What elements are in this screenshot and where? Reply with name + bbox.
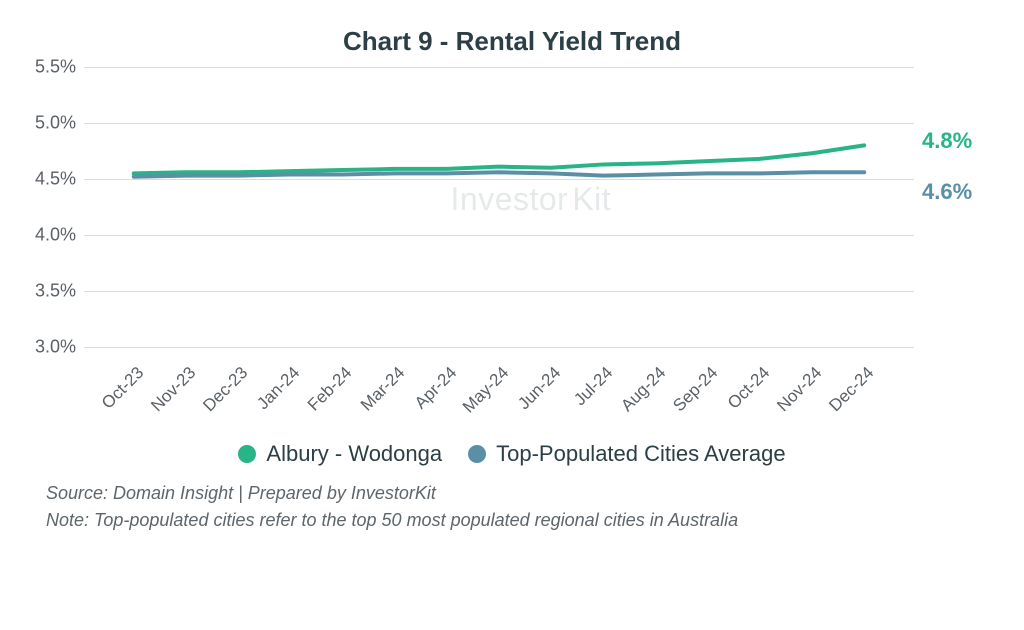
x-tick-label: Jul-24 (571, 363, 618, 410)
x-tick-label: Jan-24 (254, 363, 305, 414)
x-tick-label: May-24 (459, 363, 513, 417)
plot-area: 3.0%3.5%4.0%4.5%5.0%5.5%4.8%4.6%Investor… (84, 67, 914, 347)
x-tick-label: Apr-24 (411, 363, 461, 413)
y-tick-label: 3.5% (12, 281, 76, 302)
x-tick-label: Sep-24 (669, 363, 722, 416)
legend-dot (468, 445, 486, 463)
chart-title: Chart 9 - Rental Yield Trend (34, 26, 990, 57)
x-tick-label: Feb-24 (304, 363, 356, 415)
legend-item: Albury - Wodonga (238, 441, 442, 467)
x-tick-label: Mar-24 (357, 363, 409, 415)
y-tick-label: 5.5% (12, 57, 76, 78)
x-tick-label: Nov-23 (147, 363, 200, 416)
footnotes: Source: Domain Insight | Prepared by Inv… (34, 483, 990, 531)
x-axis-labels: Oct-23Nov-23Dec-23Jan-24Feb-24Mar-24Apr-… (84, 353, 914, 437)
chart-container: Chart 9 - Rental Yield Trend 3.0%3.5%4.0… (0, 0, 1024, 630)
legend: Albury - Wodonga Top-Populated Cities Ave… (34, 441, 990, 467)
series-end-label: 4.8% (922, 128, 972, 154)
y-tick-label: 3.0% (12, 337, 76, 358)
legend-item: Top-Populated Cities Average (468, 441, 785, 467)
source-line: Source: Domain Insight | Prepared by Inv… (46, 483, 990, 504)
series-line (134, 145, 864, 173)
legend-dot (238, 445, 256, 463)
gridline (84, 347, 914, 348)
y-tick-label: 4.5% (12, 169, 76, 190)
legend-label: Top-Populated Cities Average (496, 441, 785, 467)
x-tick-label: Nov-24 (773, 363, 826, 416)
series-end-label: 4.6% (922, 179, 972, 205)
legend-label: Albury - Wodonga (266, 441, 442, 467)
x-tick-label: Oct-23 (98, 363, 148, 413)
note-line: Note: Top-populated cities refer to the … (46, 510, 990, 531)
chart-lines (84, 67, 914, 347)
x-tick-label: Oct-24 (724, 363, 774, 413)
x-tick-label: Dec-23 (199, 363, 252, 416)
x-tick-label: Dec-24 (825, 363, 878, 416)
y-tick-label: 4.0% (12, 225, 76, 246)
y-tick-label: 5.0% (12, 113, 76, 134)
x-tick-label: Jun-24 (514, 363, 565, 414)
x-tick-label: Aug-24 (617, 363, 670, 416)
